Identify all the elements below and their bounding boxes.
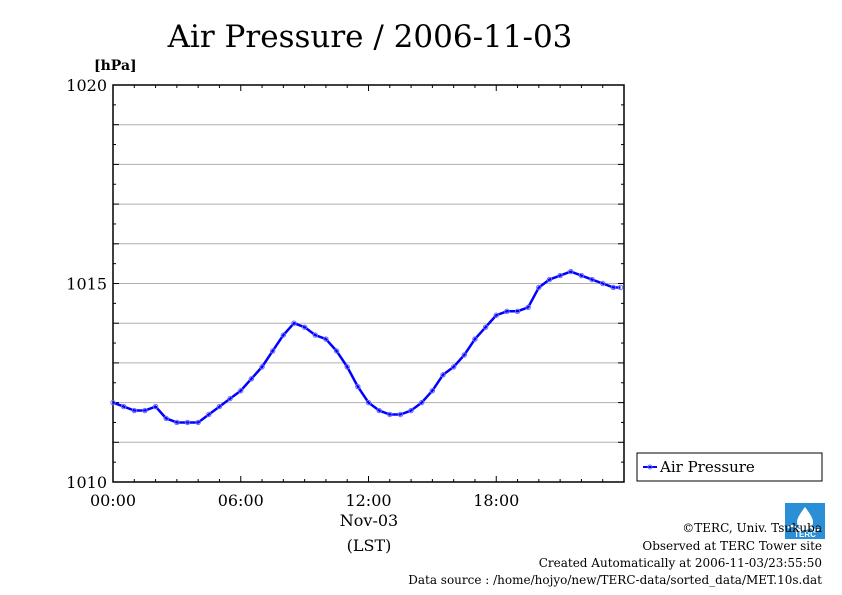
data-point <box>195 419 201 426</box>
data-point <box>610 284 617 291</box>
data-point <box>429 387 436 394</box>
x-axis-date: Nov-03 <box>340 511 398 530</box>
data-point <box>472 336 478 342</box>
data-point <box>142 407 148 414</box>
data-point <box>450 364 457 370</box>
data-point <box>301 324 308 330</box>
data-point <box>323 336 329 342</box>
y-tick-label: 1010 <box>66 473 107 492</box>
data-point <box>355 384 361 390</box>
data-point <box>333 348 340 354</box>
data-point <box>578 272 585 279</box>
legend-label: Air Pressure <box>659 458 755 476</box>
x-tick-label: 06:00 <box>218 491 264 510</box>
series-line <box>112 270 621 424</box>
data-point <box>269 348 276 354</box>
data-point <box>280 332 287 338</box>
data-point <box>514 308 521 314</box>
credit-observed: Observed at TERC Tower site <box>642 539 822 553</box>
data-point <box>440 372 446 378</box>
data-point <box>376 407 382 414</box>
data-point <box>365 399 372 406</box>
data-point <box>152 403 159 410</box>
credit-copyright: ©TERC, Univ. Tsukuba <box>682 521 822 535</box>
data-point <box>600 280 606 287</box>
data-point <box>536 284 542 291</box>
data-point <box>344 364 350 370</box>
x-tick-label: 12:00 <box>345 491 391 510</box>
data-point <box>493 312 499 318</box>
legend-box <box>636 452 823 482</box>
x-tick-label: 18:00 <box>473 491 519 510</box>
chart-title: Air Pressure / 2006-11-03 <box>167 19 573 55</box>
y-tick-label: 1020 <box>66 76 107 95</box>
data-point <box>589 276 595 283</box>
data-point <box>259 364 265 370</box>
legend-marker <box>647 464 653 470</box>
data-point <box>227 395 233 402</box>
svg-text:TERC: TERC <box>794 530 816 539</box>
data-point <box>397 411 404 418</box>
data-point <box>482 324 489 330</box>
data-point <box>504 308 510 314</box>
data-point <box>206 411 212 418</box>
y-tick-label: 1015 <box>66 275 107 294</box>
data-point <box>419 399 425 406</box>
data-point <box>525 304 531 311</box>
credit-created: Created Automatically at 2006-11-03/23:5… <box>538 556 822 570</box>
data-point <box>216 403 223 410</box>
data-point <box>248 376 255 382</box>
data-point <box>312 332 318 338</box>
data-point <box>120 403 127 410</box>
data-point <box>387 411 393 418</box>
data-point <box>174 419 180 426</box>
x-axis-ticks: 00:00 06:00 12:00 18:00 <box>90 85 625 510</box>
data-point <box>557 272 563 279</box>
terc-logo: TERC <box>785 503 825 539</box>
data-point <box>131 407 137 414</box>
y-axis-ticks: 1010 1015 1020 <box>66 76 624 492</box>
series-air-pressure <box>110 268 624 426</box>
y-axis-unit: [hPa] <box>94 58 137 74</box>
data-point <box>163 415 169 422</box>
x-tick-label: 00:00 <box>90 491 136 510</box>
legend: Air Pressure <box>636 452 823 482</box>
data-point <box>184 419 191 426</box>
data-point <box>461 352 468 358</box>
data-point <box>238 387 244 394</box>
data-point <box>546 276 553 283</box>
data-point <box>408 407 414 414</box>
gridlines <box>113 124 624 443</box>
data-point <box>110 399 116 406</box>
x-axis-label: (LST) <box>347 536 392 555</box>
data-point <box>617 284 624 291</box>
data-point <box>568 268 574 275</box>
data-point <box>291 320 297 326</box>
credit-source: Data source : /home/hojyo/new/TERC-data/… <box>408 573 822 587</box>
